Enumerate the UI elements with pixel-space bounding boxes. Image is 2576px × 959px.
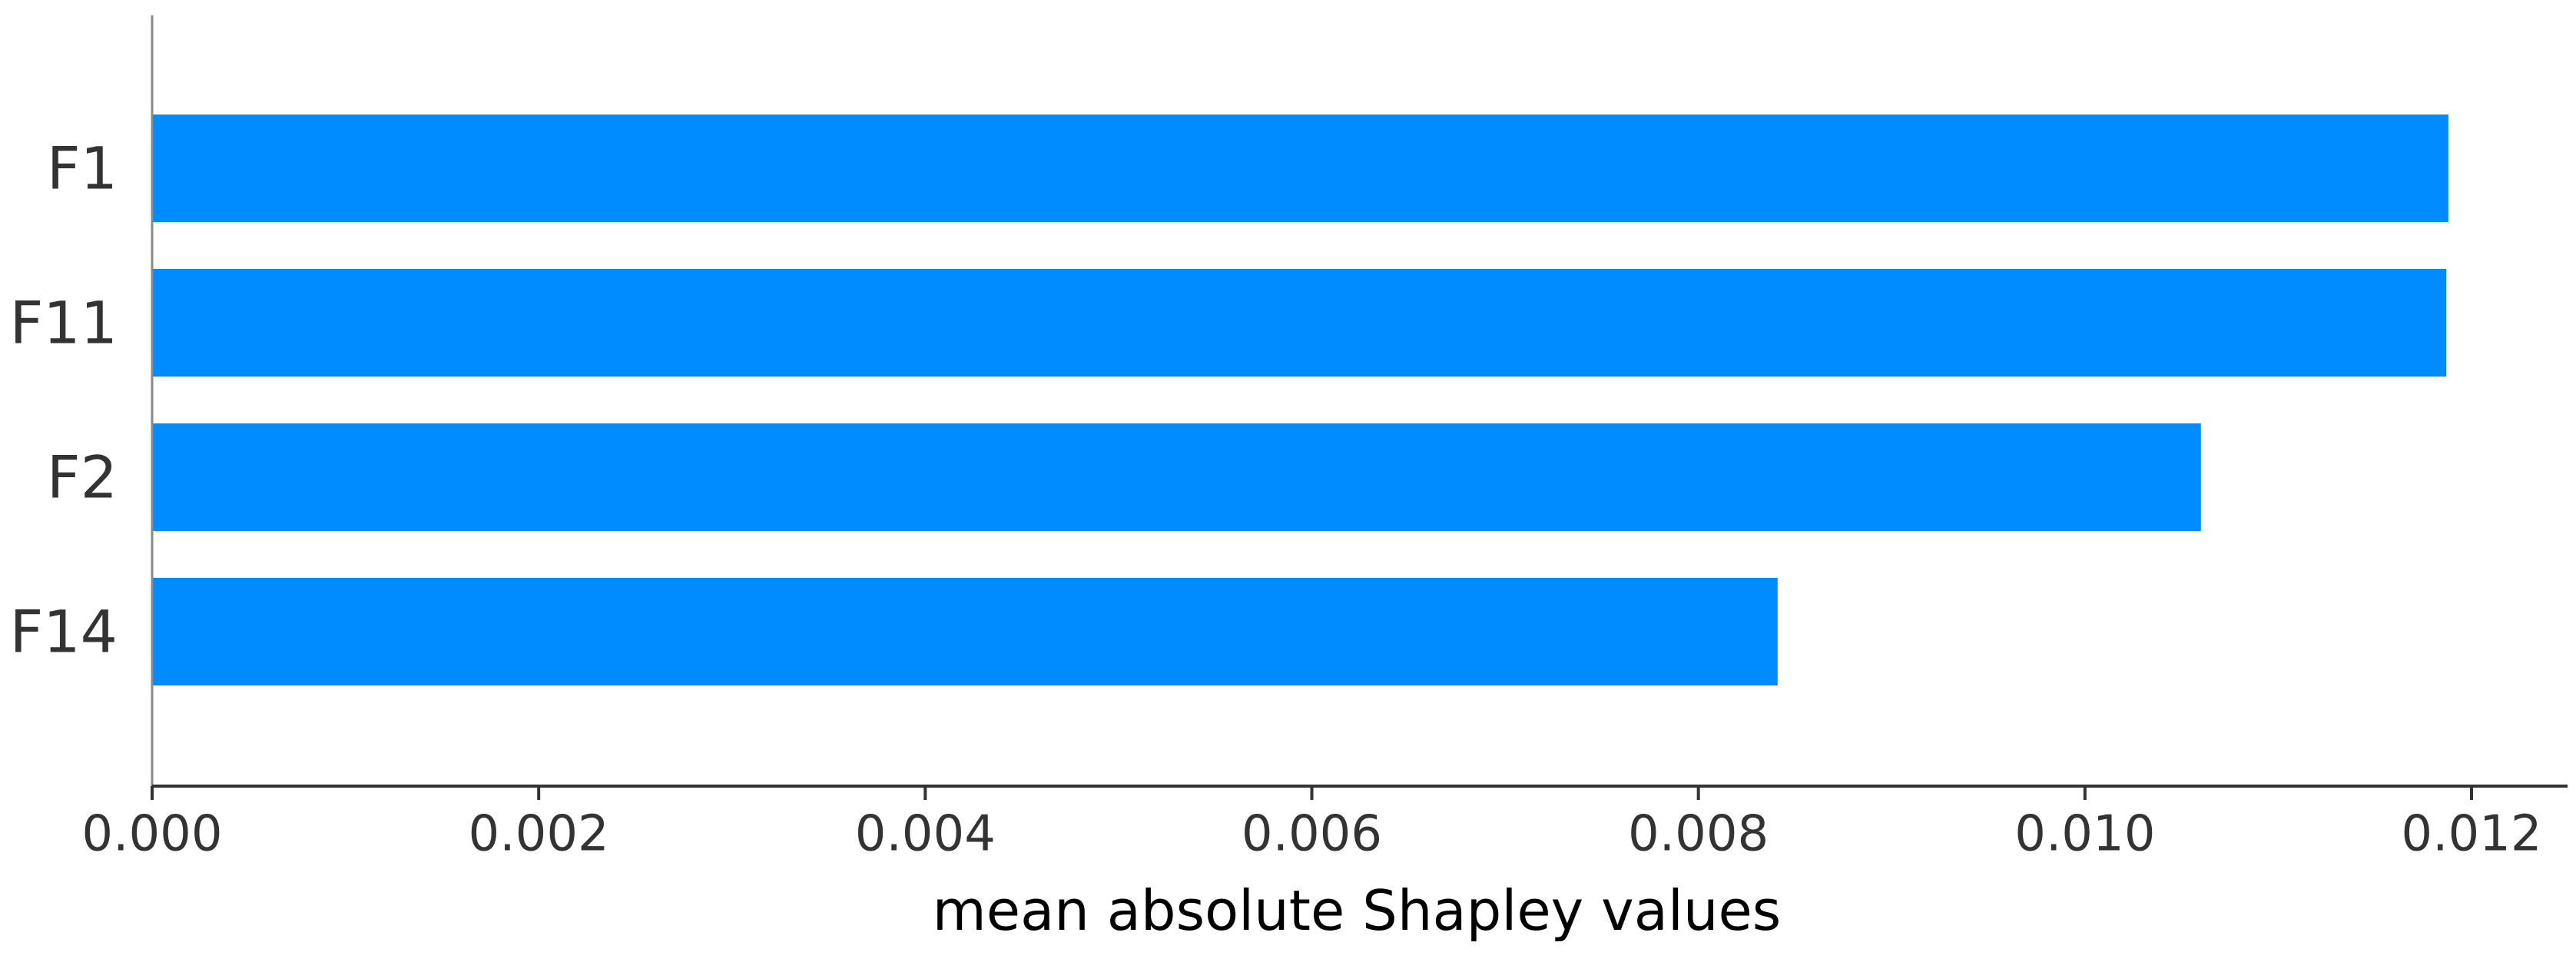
x-tick-label: 0.010 [2014,805,2155,862]
bar-f2 [152,423,2201,531]
bar-f11 [152,269,2447,377]
y-tick-label-f1: F1 [47,134,118,203]
x-ticks: 0.000 0.002 0.004 0.006 0.008 0.010 0.012 [81,786,2542,862]
x-tick-label: 0.000 [81,805,222,862]
x-tick-label: 0.004 [855,805,996,862]
x-tick-label: 0.012 [2401,805,2541,862]
y-tick-label-f14: F14 [10,598,118,666]
y-tick-label-f2: F2 [47,443,118,512]
x-tick-label: 0.002 [469,805,609,862]
bar-f14 [152,578,1778,685]
y-tick-label-f11: F11 [10,289,118,357]
bar-f1 [152,114,2448,222]
y-tick-labels: F1 F11 F2 F14 [10,134,118,666]
bars-group [152,114,2448,685]
x-tick-label: 0.008 [1628,805,1769,862]
x-tick-label: 0.006 [1242,805,1382,862]
x-axis-title: mean absolute Shapley values [933,878,1782,943]
